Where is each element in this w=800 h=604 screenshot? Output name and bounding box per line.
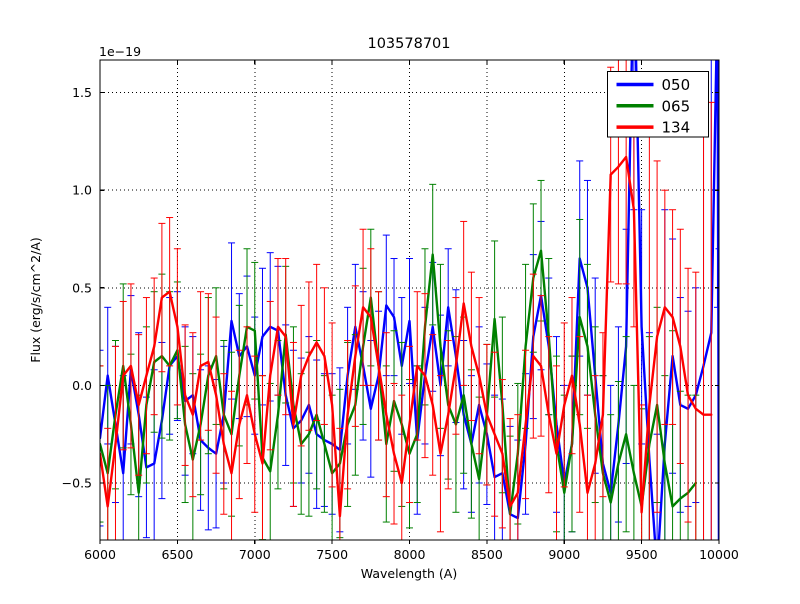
x-tick-label: 9500: [626, 547, 658, 562]
series-line-134: [100, 155, 713, 518]
x-tick-label: 8000: [394, 547, 426, 562]
x-axis-label: Wavelength (A): [361, 566, 457, 581]
x-tick-label: 9000: [548, 547, 580, 562]
x-tick-labels: 6000 6500 7000 7500 8000 8500 9000 9500 10000: [84, 547, 739, 562]
legend-label-134: 134: [662, 119, 691, 137]
x-tick-label: 10000: [699, 547, 739, 562]
x-tick-label: 8500: [471, 547, 503, 562]
x-tick-label: 7000: [239, 547, 271, 562]
x-tick-label: 7500: [316, 547, 348, 562]
legend: 050 065 134: [606, 70, 710, 138]
x-tick-label: 6500: [161, 547, 193, 562]
axis-ticks: [99, 60, 720, 544]
legend-label-050: 050: [662, 76, 691, 94]
chart-title: 103578701: [367, 36, 450, 52]
y-axis-label: Flux (erg/s/cm^2/A): [28, 237, 43, 362]
y-tick-label: 0.5: [72, 280, 92, 295]
legend-label-065: 065: [662, 97, 691, 115]
y-tick-label: 1.0: [72, 183, 92, 198]
y-tick-label: −0.5: [62, 476, 92, 491]
y-tick-label: 0.0: [72, 378, 92, 393]
series-line-050: [100, 60, 719, 540]
x-tick-label: 6000: [84, 547, 116, 562]
y-axis-offset-text: 1e−19: [99, 44, 141, 59]
series-134: [100, 60, 715, 540]
series-line-065: [100, 249, 697, 516]
y-tick-label: 1.5: [72, 85, 92, 100]
y-tick-labels: −0.5 0.0 0.5 1.0 1.5: [62, 85, 92, 490]
data-layer: [100, 60, 719, 540]
